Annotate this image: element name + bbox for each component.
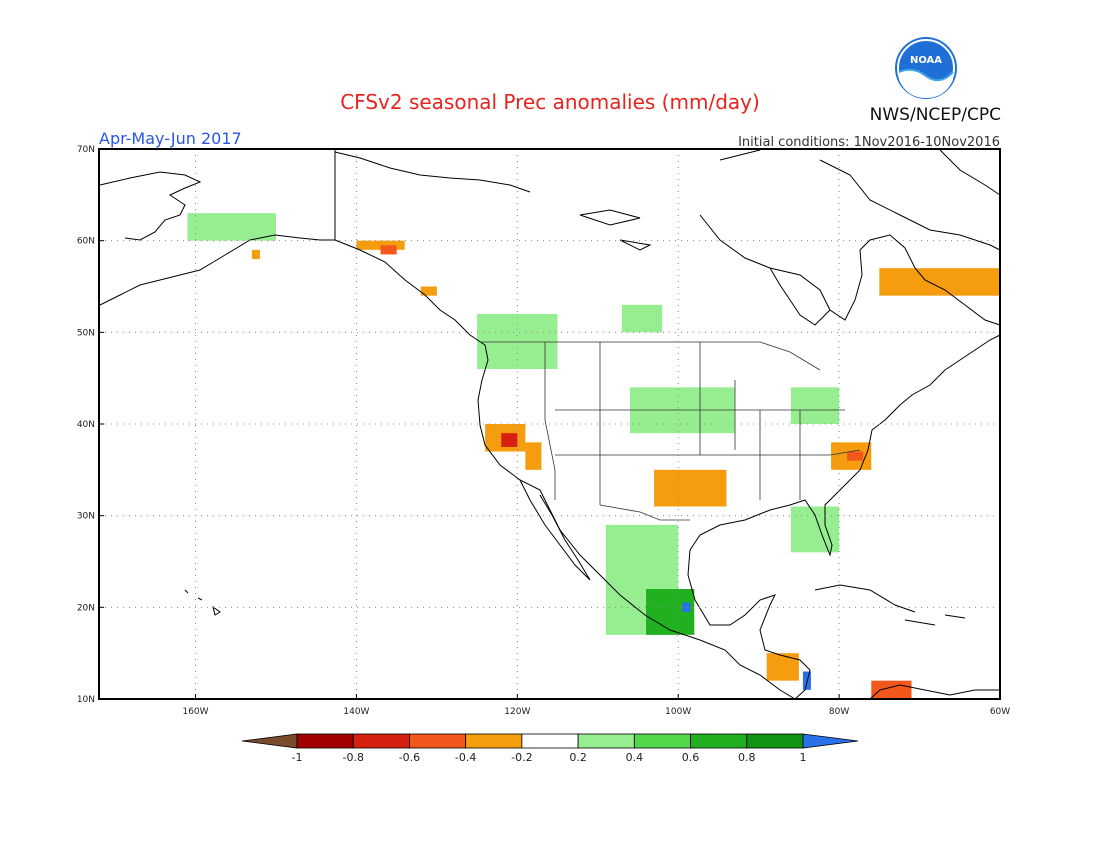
anomaly-cell — [501, 433, 518, 447]
colorbar-label: -0.8 — [342, 751, 363, 764]
colorbar: -1 -0.8 -0.6 -0.4 -0.2 0.2 0.4 0.6 0.8 1 — [241, 733, 859, 764]
colorbar-label: 1 — [800, 751, 807, 764]
colorbar-bin — [465, 733, 523, 749]
lat-tick-label: 60N — [77, 237, 95, 247]
anomaly-cell — [525, 442, 542, 470]
anomaly-cell — [654, 469, 727, 507]
lat-lon-grid — [99, 149, 1000, 699]
colorbar-label: -1 — [292, 751, 303, 764]
colorbar-bin — [577, 733, 635, 749]
colorbar-bin — [409, 733, 467, 749]
colorbar-bin — [521, 733, 579, 749]
anomaly-cell — [380, 245, 397, 255]
lon-tick-label: 120W — [504, 707, 530, 717]
anomaly-cell — [621, 304, 663, 333]
lon-tick-label: 60W — [990, 707, 1010, 717]
colorbar-bin — [633, 733, 691, 749]
anomaly-cell — [251, 249, 260, 259]
colorbar-label: -0.6 — [399, 751, 420, 764]
colorbar-bin — [746, 733, 804, 749]
colorbar-bin — [296, 733, 354, 749]
anomaly-cell — [879, 268, 1000, 296]
anomaly-cell — [682, 602, 691, 612]
colorbar-bin — [352, 733, 410, 749]
colorbar-label: 0.6 — [682, 751, 700, 764]
axis-ticks: 70N 60N 50N 40N 30N 20N 10N 160W 140W 120W 100W 80W… — [77, 145, 1010, 717]
anomaly-cell — [847, 451, 864, 461]
coastlines — [99, 149, 1001, 700]
lon-tick-label: 160W — [182, 707, 208, 717]
map-title: CFSv2 seasonal Prec anomalies (mm/day) — [340, 90, 760, 114]
colorbar-label: -0.2 — [511, 751, 532, 764]
colorbar-label: 0.8 — [738, 751, 756, 764]
lat-tick-label: 10N — [77, 695, 95, 705]
colorbar-label: 0.4 — [626, 751, 644, 764]
season-label: Apr-May-Jun 2017 — [99, 129, 242, 148]
anomaly-cell — [420, 286, 437, 296]
lat-tick-label: 50N — [77, 328, 95, 338]
lat-tick-label: 30N — [77, 512, 95, 522]
colorbar-bin — [241, 733, 298, 749]
anomaly-cell — [766, 653, 799, 681]
anomaly-cell — [790, 387, 840, 424]
colorbar-label: 0.2 — [569, 751, 587, 764]
agency-label: NWS/NCEP/CPC — [870, 105, 1001, 125]
colorbar-label: -0.4 — [455, 751, 476, 764]
noaa-logo: NOAA — [895, 37, 957, 99]
lat-tick-label: 40N — [77, 420, 95, 430]
colorbar-bin — [690, 733, 748, 749]
initial-conditions-label: Initial conditions: 1Nov2016-10Nov2016 — [738, 135, 1000, 150]
lon-tick-label: 80W — [829, 707, 849, 717]
lat-tick-label: 20N — [77, 603, 95, 613]
noaa-logo-text: NOAA — [910, 55, 942, 66]
anomaly-cell — [871, 680, 912, 699]
lon-tick-label: 140W — [343, 707, 369, 717]
anomaly-cell — [187, 213, 276, 241]
colorbar-bin — [802, 733, 859, 749]
lat-tick-label: 70N — [77, 145, 95, 155]
lon-tick-label: 100W — [665, 707, 691, 717]
